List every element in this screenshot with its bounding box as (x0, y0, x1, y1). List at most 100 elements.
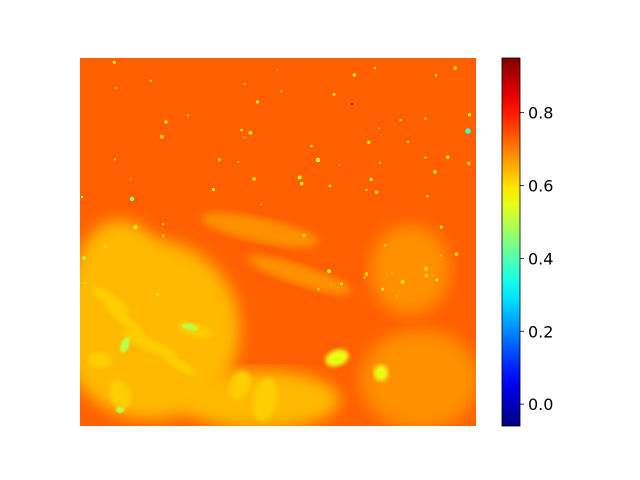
heatmap-speck (162, 234, 165, 237)
heatmap-speck (467, 113, 472, 117)
heatmap-speck (340, 282, 343, 286)
heatmap-speck (454, 252, 459, 256)
heatmap-speck (129, 178, 132, 181)
heatmap-speck (280, 90, 283, 93)
heatmap-bright-spot (182, 323, 198, 331)
colorbar-frame (501, 57, 521, 427)
heatmap-image (80, 58, 476, 426)
heatmap-speck (327, 269, 331, 274)
heatmap-speck (302, 233, 306, 237)
heatmap-speck (363, 276, 366, 279)
heatmap-speck (465, 128, 471, 134)
heatmap-speck (330, 282, 332, 285)
heatmap-speck (133, 225, 138, 229)
heatmap-speck (255, 100, 259, 104)
heatmap-speck (297, 175, 302, 180)
heatmap-streak (88, 352, 112, 368)
colorbar: 0.0 0.2 0.4 0.6 0.8 (501, 57, 553, 427)
heatmap-speck (351, 103, 353, 105)
heatmap-speck (243, 82, 246, 85)
heatmap-speck (446, 155, 450, 159)
heatmap-speck (299, 181, 304, 186)
heatmap-speck (367, 140, 371, 145)
heatmap-speck (114, 158, 116, 161)
heatmap-streak (229, 370, 251, 400)
heatmap-speck (395, 294, 398, 297)
heatmap-speck (373, 67, 376, 70)
heatmap-speck (164, 120, 168, 124)
heatmap-speck (352, 73, 357, 77)
colorbar-tick-label: 0.6 (528, 177, 553, 196)
heatmap-bright-spot (325, 349, 349, 367)
heatmap-speck (399, 118, 402, 122)
heatmap-speck (434, 73, 438, 77)
heatmap-speck (82, 256, 86, 260)
heatmap-speck (365, 188, 368, 192)
colorbar-ticks: 0.0 0.2 0.4 0.6 0.8 (520, 104, 553, 414)
heatmap-speck (383, 243, 387, 247)
heatmap-speck (248, 130, 253, 135)
heatmap-streak (164, 355, 196, 375)
heatmap-speck (83, 281, 87, 285)
heatmap-speck (364, 272, 369, 277)
heatmap-streak (252, 378, 278, 422)
colorbar-tick-label: 0.8 (528, 104, 553, 123)
heatmap-speck (424, 117, 427, 120)
heatmap-speck (310, 144, 313, 148)
heatmap-speck (332, 93, 336, 96)
heatmap-streak (109, 380, 131, 410)
heatmap-speck (317, 287, 320, 291)
heatmap-speck (112, 60, 116, 64)
heatmap-speck (390, 271, 393, 274)
heatmap-speck (240, 128, 243, 132)
heatmap-speck (237, 161, 240, 163)
heatmap-speck (162, 222, 165, 226)
heatmap-speck (80, 195, 84, 199)
colorbar-tick-label: 0.0 (528, 395, 553, 414)
heatmap-bright-spot (116, 407, 124, 413)
heatmap-speck (156, 293, 160, 296)
heatmap-speck (379, 161, 382, 164)
colorbar-tick-label: 0.4 (528, 249, 553, 268)
heatmap-bright-spot (120, 337, 130, 353)
heatmap-speck (407, 140, 410, 143)
heatmap-speck (186, 114, 189, 117)
heatmap-speck (369, 177, 373, 182)
heatmap-region-lower-left (80, 220, 165, 340)
heatmap-speck (453, 66, 457, 70)
heatmap-speck (129, 196, 135, 202)
heatmap-speck (159, 134, 164, 139)
colorbar-tick-label: 0.2 (528, 322, 553, 341)
heatmap-speck (400, 279, 405, 284)
heatmap-speck (381, 287, 385, 291)
heatmap-streak (91, 286, 129, 314)
heatmap-speck (276, 68, 279, 71)
heatmap-speck (252, 176, 257, 181)
heatmap-speck (315, 157, 321, 163)
heatmap-speck (211, 188, 215, 192)
heatmap-speck (338, 164, 341, 166)
heatmap-region-right (370, 225, 450, 315)
heatmap-speck (433, 170, 437, 174)
heatmap-region-lower-right (360, 330, 476, 426)
heatmap-speck (440, 254, 442, 257)
heatmap-speck (467, 161, 471, 166)
heatmap-speck (115, 87, 117, 89)
heatmap-streak (122, 331, 178, 359)
heatmap-speck (374, 190, 379, 194)
heatmap-speck (424, 156, 427, 159)
heatmap-speck (377, 127, 380, 129)
heatmap-speck (423, 266, 428, 271)
heatmap-speck (439, 225, 443, 229)
heatmap-speck (426, 194, 429, 198)
heatmap-streak (105, 303, 145, 337)
heatmap-speck (328, 184, 332, 188)
heatmap-speck (260, 203, 263, 206)
heatmap-speck (103, 245, 107, 249)
heatmap-speck (424, 273, 429, 278)
heatmap-speck (243, 136, 246, 139)
heatmap-speck (217, 158, 221, 162)
heatmap-regions (80, 212, 476, 426)
heatmap-speck (149, 79, 152, 82)
